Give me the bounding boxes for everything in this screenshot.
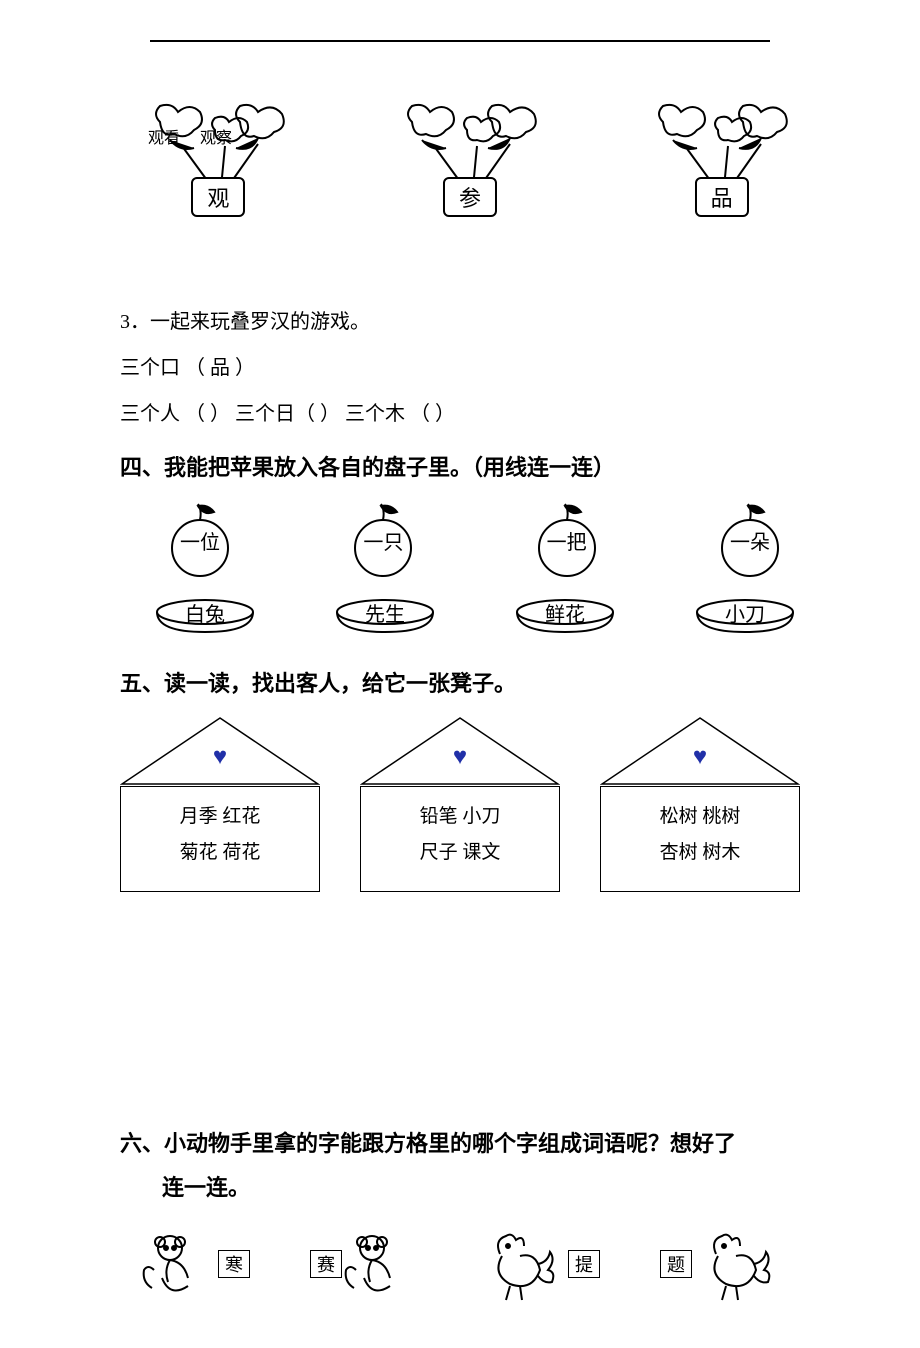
pot-char: 品 [695, 177, 749, 217]
q3-title: 3．一起来玩叠罗汉的游戏。 [120, 302, 800, 342]
top-rule [150, 40, 770, 42]
heart-icon: ♥ [213, 744, 227, 771]
apples-row: 一位 一只 一把 一朵 [160, 500, 790, 580]
section-4-title: 四、我能把苹果放入各自的盘子里。（用线连一连） [120, 450, 800, 482]
apple-label: 一把 [547, 526, 587, 555]
animal-rooster: 题 [660, 1228, 780, 1308]
animal-rooster: 提 [480, 1228, 600, 1308]
sec6-line-a: 六、小动物手里拿的字能跟方格里的哪个字组成词语呢？想好了 [120, 1131, 736, 1156]
char-box: 赛 [310, 1250, 342, 1278]
char-box: 寒 [218, 1250, 250, 1278]
pot-char: 观 [191, 177, 245, 217]
plate-label: 白兔 [185, 598, 225, 627]
plate: 先生 [330, 598, 440, 638]
house-body: 松树 桃树 杏树 树木 [600, 786, 800, 892]
rooster-icon [696, 1228, 774, 1306]
roof: ♥ [360, 716, 560, 786]
pot: 参 [392, 102, 549, 272]
section-5-title: 五、读一读，找出客人，给它一张凳子。 [120, 666, 800, 698]
apple: 一位 [160, 500, 240, 580]
roof: ♥ [600, 716, 800, 786]
apple: 一把 [527, 500, 607, 580]
house-body: 铅笔 小刀 尺子 课文 [360, 786, 560, 892]
apple-label: 一只 [363, 526, 403, 555]
heart-icon: ♥ [453, 744, 467, 771]
plate-label: 先生 [365, 598, 405, 627]
house-row: 菊花 荷花 [129, 835, 311, 871]
q3-line2: 三个人 （ ） 三个日（ ） 三个木 （ ） [120, 394, 800, 434]
section-6: 六、小动物手里拿的字能跟方格里的哪个字组成词语呢？想好了 连一连。 寒 赛 [120, 1122, 800, 1308]
house-row: 尺子 课文 [369, 835, 551, 871]
plate: 白兔 [150, 598, 260, 638]
plate: 小刀 [690, 598, 800, 638]
apple: 一朵 [710, 500, 790, 580]
apple: 一只 [343, 500, 423, 580]
animal-monkey: 寒 [140, 1228, 250, 1308]
q3-line1: 三个口 （ 品 ） [120, 348, 800, 388]
plate-label: 小刀 [725, 598, 765, 627]
pot: 品 [643, 102, 800, 272]
heart-icon: ♥ [693, 744, 707, 771]
monkey-icon [140, 1228, 218, 1306]
houses-row: ♥ 月季 红花 菊花 荷花 ♥ 铅笔 小刀 尺子 课文 ♥ [120, 716, 800, 892]
house-body: 月季 红花 菊花 荷花 [120, 786, 320, 892]
house-row: 杏树 树木 [609, 835, 791, 871]
sec6-line-b: 连一连。 [162, 1175, 250, 1200]
house-row: 铅笔 小刀 [369, 799, 551, 835]
apple-label: 一朵 [730, 526, 770, 555]
plates-row: 白兔 先生 鲜花 小刀 [150, 598, 800, 638]
pot: 观看 观察 观 [140, 102, 297, 272]
pot-char: 参 [443, 177, 497, 217]
question-3: 3．一起来玩叠罗汉的游戏。 三个口 （ 品 ） 三个人 （ ） 三个日（ ） 三… [120, 302, 800, 434]
animal-monkey: 赛 [310, 1228, 420, 1308]
house-row: 松树 桃树 [609, 799, 791, 835]
char-box: 提 [568, 1250, 600, 1278]
plate-label: 鲜花 [545, 598, 585, 627]
house: ♥ 月季 红花 菊花 荷花 [120, 716, 320, 892]
animals-row: 寒 赛 [140, 1228, 800, 1308]
roof: ♥ [120, 716, 320, 786]
house-row: 月季 红花 [129, 799, 311, 835]
monkey-icon [342, 1228, 420, 1306]
section-6-title: 六、小动物手里拿的字能跟方格里的哪个字组成词语呢？想好了 连一连。 [120, 1122, 800, 1210]
house: ♥ 松树 桃树 杏树 树木 [600, 716, 800, 892]
char-box: 题 [660, 1250, 692, 1278]
apple-label: 一位 [180, 526, 220, 555]
plate: 鲜花 [510, 598, 620, 638]
house: ♥ 铅笔 小刀 尺子 课文 [360, 716, 560, 892]
page: 观看 观察 观 [0, 0, 920, 1348]
pots-row: 观看 观察 观 [140, 102, 800, 272]
rooster-icon [480, 1228, 558, 1306]
